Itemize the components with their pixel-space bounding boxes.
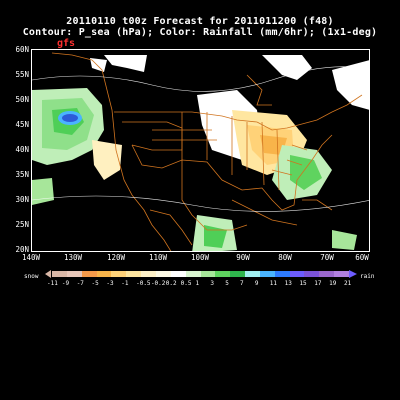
colorbar-tick-label: 7 bbox=[240, 280, 244, 287]
lon-label-90w: 90W bbox=[236, 253, 250, 262]
lat-label-20n: 20N bbox=[15, 245, 29, 254]
lon-label-70w: 70W bbox=[320, 253, 334, 262]
colorbar-cell bbox=[170, 271, 187, 277]
colorbar-cell bbox=[230, 271, 246, 277]
colorbar-cell bbox=[66, 271, 83, 277]
colorbar-tick-label: -0.2 bbox=[150, 280, 166, 287]
colorbar-tick-label: 15 bbox=[299, 280, 307, 287]
colorbar-cell bbox=[319, 271, 335, 277]
lat-label-45n: 45N bbox=[15, 120, 29, 129]
colorbar-cell bbox=[141, 271, 157, 277]
colorbar-tick-label: 13 bbox=[284, 280, 292, 287]
colorbar-tick-label: 19 bbox=[329, 280, 337, 287]
lat-label-35n: 35N bbox=[15, 170, 29, 179]
colorbar-tick-label: 11 bbox=[269, 280, 277, 287]
model-tag: gfs bbox=[57, 38, 76, 49]
map-svg bbox=[32, 52, 369, 251]
colorbar-tick-label: 0.2 bbox=[165, 280, 177, 287]
colorbar-cell bbox=[274, 271, 291, 277]
colorbar-cell bbox=[200, 271, 216, 277]
colorbar-tick-label: -1 bbox=[121, 280, 129, 287]
lat-label-30n: 30N bbox=[15, 195, 29, 204]
lon-label-100w: 100W bbox=[190, 253, 210, 262]
colorbar-tick-label: 17 bbox=[314, 280, 322, 287]
colorbar-cell bbox=[155, 271, 172, 277]
colorbar-tick-label: 1 bbox=[195, 280, 200, 287]
colorbar-right-arrow bbox=[349, 270, 357, 278]
colorbar-snow-label: snow bbox=[24, 273, 39, 280]
colorbar-cell bbox=[289, 271, 305, 277]
colorbar-tick-label: 0.5 bbox=[180, 280, 192, 287]
lon-label-110w: 110W bbox=[148, 253, 168, 262]
lon-label-130w: 130W bbox=[63, 253, 83, 262]
colorbar-cell bbox=[259, 271, 276, 277]
lat-label-25n: 25N bbox=[15, 220, 29, 229]
lon-label-60w: 60W bbox=[355, 253, 369, 262]
colorbar-cell bbox=[334, 271, 350, 277]
colorbar-cell bbox=[81, 271, 98, 277]
colorbar-tick-label: -5 bbox=[91, 280, 99, 287]
colorbar-cell bbox=[185, 271, 201, 277]
colorbar-cell bbox=[215, 271, 231, 277]
lon-label-80w: 80W bbox=[278, 253, 292, 262]
lon-label-120w: 120W bbox=[106, 253, 126, 262]
colorbar-tick-label: -3 bbox=[106, 280, 114, 287]
colorbar-rain-label: rain bbox=[360, 273, 375, 280]
colorbar-tick-label: -7 bbox=[76, 280, 84, 287]
precip-shading bbox=[32, 55, 369, 251]
colorbar-cell bbox=[304, 271, 320, 277]
colorbar-cell bbox=[111, 271, 127, 277]
lon-label-140w: 140W bbox=[21, 253, 41, 262]
colorbar-cell bbox=[96, 271, 112, 277]
chart-title-line2: Contour: P_sea (hPa); Color: Rainfall (m… bbox=[22, 27, 378, 38]
colorbar-cell bbox=[126, 271, 142, 277]
lat-label-40n: 40N bbox=[15, 145, 29, 154]
colorbar-tick-label: 3 bbox=[210, 280, 214, 287]
lat-label-50n: 50N bbox=[15, 95, 29, 104]
colorbar bbox=[46, 271, 356, 281]
colorbar-tick-label: 21 bbox=[344, 280, 352, 287]
colorbar-cell bbox=[245, 271, 261, 277]
colorbar-tick-label: 5 bbox=[225, 280, 229, 287]
colorbar-tick-label: -11 bbox=[47, 280, 58, 287]
colorbar-cell bbox=[52, 271, 68, 277]
colorbar-left-arrow bbox=[45, 270, 51, 278]
lat-label-55n: 55N bbox=[15, 70, 29, 79]
colorbar-tick-label: 9 bbox=[254, 280, 259, 287]
colorbar-tick-label: -0.5 bbox=[136, 280, 151, 287]
chart-title-line1: 20110110 t00z Forecast for 2011011200 (f… bbox=[66, 16, 334, 27]
forecast-map bbox=[31, 49, 370, 252]
colorbar-tick-label: -9 bbox=[61, 280, 70, 287]
pressure-contours bbox=[32, 66, 369, 212]
coastlines bbox=[51, 52, 363, 251]
lat-label-60n: 60N bbox=[15, 45, 29, 54]
